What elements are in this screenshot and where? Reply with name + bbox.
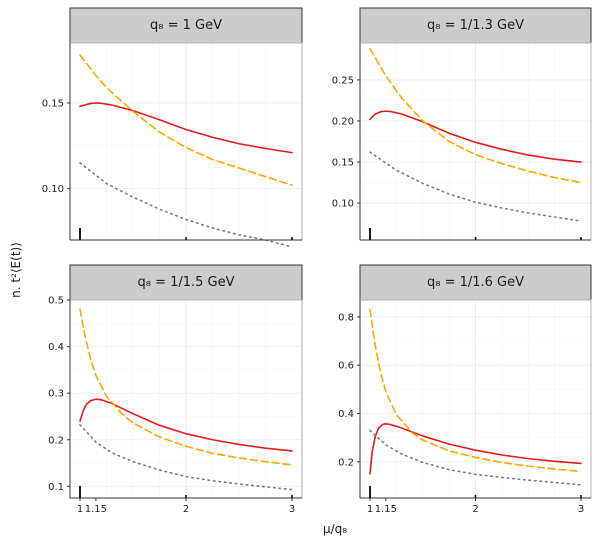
facet-strip xyxy=(359,264,592,301)
facet-title: q₈ = 1/1.5 GeV xyxy=(137,275,234,290)
x-axis-title: μ/q₈ xyxy=(323,522,347,536)
x-tick-label: 1 xyxy=(77,504,83,515)
y-tick-label: 0.25 xyxy=(332,75,354,86)
y-tick-label: 0.10 xyxy=(42,184,64,195)
series-line-solid xyxy=(369,423,582,475)
facet-panel: q₈ = 1 GeV 0.10 0.15 xyxy=(42,7,303,248)
x-tick-label: 1.15 xyxy=(375,504,397,515)
x-tick-label: 3 xyxy=(289,504,295,515)
facet-strip xyxy=(69,7,303,44)
facet-strip xyxy=(359,7,592,44)
y-tick-label: 0.5 xyxy=(48,296,64,307)
y-tick-label: 0.6 xyxy=(338,361,354,372)
facet-panel: q₈ = 1/1.3 GeV 0.10 0.15 0.20 0.25 xyxy=(332,7,592,241)
facet-panel: q₈ = 1/1.5 GeV 0.1 0.2 0.3 0.4 0.5 1 1.15 2 3 xyxy=(48,264,303,515)
series-line-solid xyxy=(79,102,293,154)
series-line-dotted xyxy=(369,429,582,486)
x-tick-label: 1 xyxy=(367,504,373,515)
facet-strip xyxy=(69,264,303,301)
y-axis-title: n. t²⟨E(t)⟩ xyxy=(9,242,23,298)
x-tick-label: 2 xyxy=(183,504,189,515)
y-tick-label: 0.15 xyxy=(42,98,64,109)
facet-panel: q₈ = 1/1.6 GeV 0.2 0.4 0.6 0.8 1 1.15 2 3 xyxy=(338,264,592,515)
x-tick-label: 1.15 xyxy=(85,504,107,515)
series-line-dashed xyxy=(369,47,582,184)
y-tick-label: 0.20 xyxy=(332,116,354,127)
series-line-dashed xyxy=(79,54,293,186)
series-line-dotted xyxy=(79,162,293,248)
x-tick-label: 2 xyxy=(472,504,478,515)
y-tick-label: 0.15 xyxy=(332,158,354,169)
y-tick-label: 0.8 xyxy=(338,312,354,323)
y-tick-label: 0.2 xyxy=(338,457,354,468)
x-tick-label: 3 xyxy=(578,504,584,515)
y-tick-label: 0.2 xyxy=(48,435,64,446)
y-tick-label: 0.1 xyxy=(48,482,64,493)
y-tick-label: 0.10 xyxy=(332,199,354,210)
series-line-dotted xyxy=(79,424,293,491)
y-tick-label: 0.4 xyxy=(338,409,354,420)
series-line-dashed xyxy=(79,308,293,466)
y-tick-label: 0.3 xyxy=(48,389,64,400)
facet-title: q₈ = 1 GeV xyxy=(150,18,222,33)
facet-title: q₈ = 1/1.3 GeV xyxy=(427,18,524,33)
series-line-solid xyxy=(79,398,293,452)
facet-title: q₈ = 1/1.6 GeV xyxy=(427,275,524,290)
series-line-dotted xyxy=(369,151,582,222)
series-line-dashed xyxy=(369,308,582,473)
y-tick-label: 0.4 xyxy=(48,342,64,353)
